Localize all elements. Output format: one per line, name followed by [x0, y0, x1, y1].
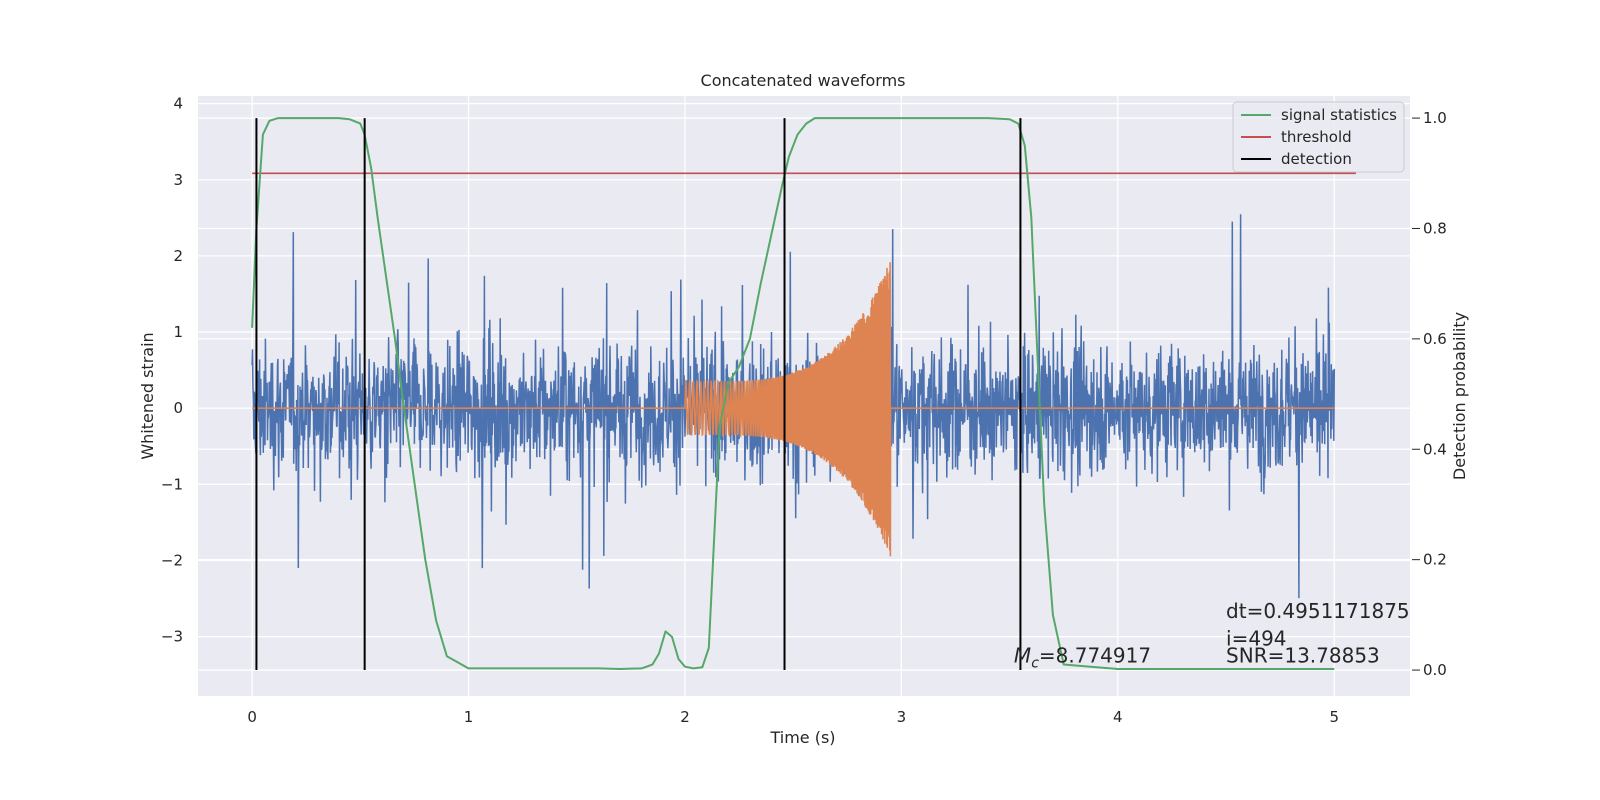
- y-tick-label-left: −2: [161, 551, 183, 569]
- mass-symbol: M: [1014, 643, 1031, 667]
- y-axis-label-left: Whitened strain: [138, 332, 157, 459]
- x-tick-label: 0: [247, 708, 257, 726]
- chart-figure: 0 1 2 3 4 5 −3 −2 −1 0 1 2 3 4 0.0 0.2 0.4 0.6 0.8 1.0 Conc…: [0, 0, 1600, 800]
- y-tick-label-left: 1: [173, 323, 183, 341]
- annotation-text: SNR=13.78853: [1226, 643, 1380, 667]
- y-tick-label-right: 0.4: [1423, 440, 1447, 458]
- x-tick-label: 2: [680, 708, 690, 726]
- y-tick-label-right: 0.8: [1423, 219, 1447, 237]
- x-tick-label: 3: [897, 708, 907, 726]
- y-tick-label-left: −1: [161, 475, 183, 493]
- y-tick-label-left: 4: [173, 95, 183, 113]
- annotation-text: dt=0.4951171875: [1226, 599, 1410, 623]
- x-tick-label: 4: [1113, 708, 1123, 726]
- y-tick-label-right: 0.6: [1423, 330, 1447, 348]
- x-tick-label: 5: [1329, 708, 1339, 726]
- legend-label: threshold: [1281, 128, 1352, 146]
- y-tick-label-left: 0: [173, 399, 183, 417]
- x-tick-label: 1: [464, 708, 474, 726]
- y-tick-label-right: 0.2: [1423, 551, 1447, 569]
- y-tick-label-left: 2: [173, 247, 183, 265]
- mass-value: =8.774917: [1039, 643, 1151, 667]
- y-tick-label-right: 1.0: [1423, 109, 1447, 127]
- y-axis-label-right: Detection probability: [1450, 312, 1469, 480]
- legend-label: signal statistics: [1281, 106, 1397, 124]
- y-tick-label-right: 0.0: [1423, 661, 1447, 679]
- legend: signal statistics threshold detection: [1233, 102, 1404, 172]
- legend-label: detection: [1281, 150, 1352, 168]
- x-axis-label: Time (s): [769, 728, 835, 747]
- chart-title: Concatenated waveforms: [701, 71, 906, 90]
- y-tick-label-left: −3: [161, 628, 183, 646]
- y-tick-label-left: 3: [173, 171, 183, 189]
